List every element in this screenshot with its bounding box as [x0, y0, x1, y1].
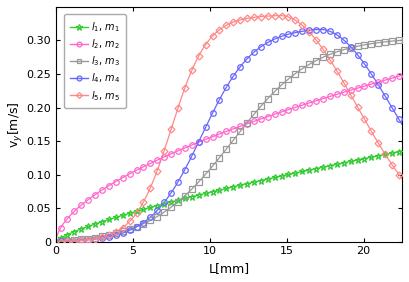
- Legend: $l_1$, $m_1$, $l_2$, $m_2$, $l_3$, $m_3$, $l_4$, $m_4$, $l_5$, $m_5$: $l_1$, $m_1$, $l_2$, $m_2$, $l_3$, $m_3$…: [64, 14, 126, 109]
- Y-axis label: v$_y$[m/s]: v$_y$[m/s]: [7, 101, 25, 147]
- X-axis label: L[mm]: L[mm]: [209, 262, 249, 275]
